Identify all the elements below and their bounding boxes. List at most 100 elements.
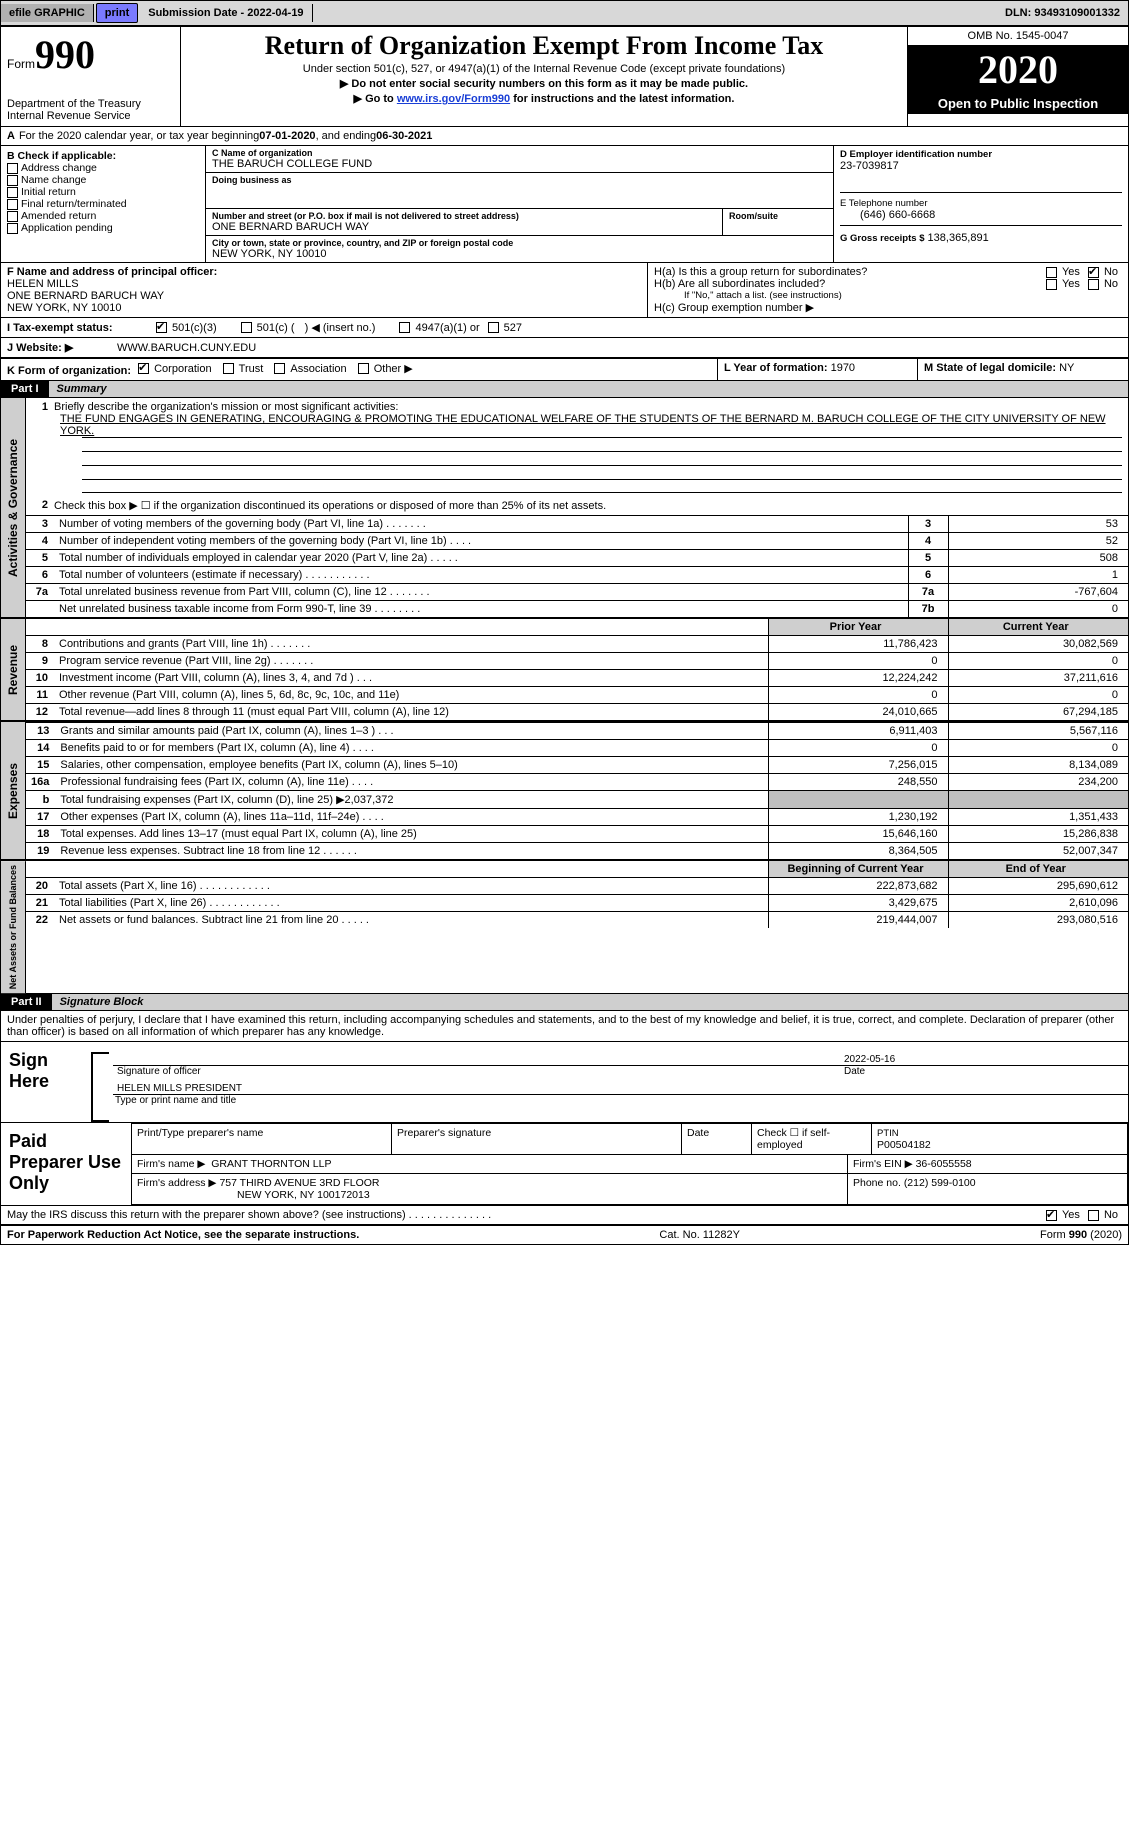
efile-label: efile GRAPHIC — [1, 4, 94, 22]
current-val: 8,134,089 — [948, 757, 1128, 774]
form-title: Return of Organization Exempt From Incom… — [187, 31, 901, 61]
current-val: 295,690,612 — [948, 878, 1128, 895]
q2-label: Check this box ▶ ☐ if the organization d… — [54, 499, 606, 512]
line-desc: Grants and similar amounts paid (Part IX… — [55, 723, 768, 740]
line-box: 6 — [908, 567, 948, 584]
line-desc: Contributions and grants (Part VIII, lin… — [54, 636, 768, 653]
prior-val: 1,230,192 — [768, 809, 948, 826]
cb-ha-yes[interactable] — [1046, 267, 1057, 278]
cb-501c[interactable] — [241, 322, 252, 333]
line-desc: Number of voting members of the governin… — [54, 516, 908, 533]
sign-date: 2022-05-16 — [844, 1054, 1124, 1065]
q1-label: Briefly describe the organization's miss… — [54, 401, 398, 413]
footer-left: For Paperwork Reduction Act Notice, see … — [7, 1229, 359, 1241]
tax-year: 2020 — [908, 46, 1128, 93]
line-num: 11 — [26, 687, 54, 704]
prior-val: 15,646,160 — [768, 826, 948, 843]
line-num: 14 — [26, 740, 55, 757]
h-c-label: H(c) Group exemption number ▶ — [654, 301, 1122, 314]
row-k: K Form of organization: Corporation Trus… — [1, 359, 718, 380]
line-box: 7a — [908, 584, 948, 601]
col-end: End of Year — [948, 861, 1128, 877]
line-num: 17 — [26, 809, 55, 826]
cb-corp[interactable] — [138, 363, 149, 374]
footer-mid: Cat. No. 11282Y — [659, 1229, 740, 1241]
current-val: 1,351,433 — [948, 809, 1128, 826]
cb-discuss-no[interactable] — [1088, 1210, 1099, 1221]
cb-address-change[interactable] — [7, 163, 18, 174]
h-b-note: If "No," attach a list. (see instruction… — [654, 290, 1122, 301]
cb-initial-return[interactable] — [7, 187, 18, 198]
cb-ha-no[interactable] — [1088, 267, 1099, 278]
current-val: 30,082,569 — [948, 636, 1128, 653]
cb-discuss-yes[interactable] — [1046, 1210, 1057, 1221]
prior-val: 248,550 — [768, 774, 948, 791]
line-desc: Total number of individuals employed in … — [54, 550, 908, 567]
omb-number: OMB No. 1545-0047 — [908, 27, 1128, 46]
cb-hb-no[interactable] — [1088, 279, 1099, 290]
perjury-declaration: Under penalties of perjury, I declare th… — [1, 1010, 1128, 1041]
prior-val — [768, 791, 948, 809]
line-desc: Total number of volunteers (estimate if … — [54, 567, 908, 584]
cb-app-pending[interactable] — [7, 223, 18, 234]
side-label-net: Net Assets or Fund Balances — [1, 861, 26, 993]
col-b-checkboxes: B Check if applicable: Address change Na… — [1, 146, 206, 262]
prior-val: 7,256,015 — [768, 757, 948, 774]
cb-4947[interactable] — [399, 322, 410, 333]
h-b-label: H(b) Are all subordinates included? — [654, 278, 1042, 290]
line-desc: Other revenue (Part VIII, column (A), li… — [54, 687, 768, 704]
dln: DLN: 93493109001332 — [997, 4, 1128, 22]
current-val: 0 — [948, 740, 1128, 757]
firm-addr1: 757 THIRD AVENUE 3RD FLOOR — [219, 1177, 379, 1189]
line-num: 6 — [26, 567, 54, 584]
line-num: 5 — [26, 550, 54, 567]
open-to-public: Open to Public Inspection — [908, 93, 1128, 114]
cb-other[interactable] — [358, 363, 369, 374]
line-val: -767,604 — [948, 584, 1128, 601]
subtitle-1: Under section 501(c), 527, or 4947(a)(1)… — [187, 63, 901, 75]
prep-date-lbl: Date — [682, 1124, 752, 1155]
col-begin: Beginning of Current Year — [768, 861, 948, 877]
side-label-governance: Activities & Governance — [1, 398, 26, 617]
cb-name-change[interactable] — [7, 175, 18, 186]
top-bar: efile GRAPHIC print Submission Date - 20… — [0, 0, 1129, 26]
part1-header: Part I — [1, 381, 49, 397]
line-num: b — [26, 791, 55, 809]
firm-name: GRANT THORNTON LLP — [211, 1158, 331, 1170]
cb-527[interactable] — [488, 322, 499, 333]
current-val: 234,200 — [948, 774, 1128, 791]
current-val: 52,007,347 — [948, 843, 1128, 860]
cb-assoc[interactable] — [274, 363, 285, 374]
side-label-expenses: Expenses — [1, 722, 26, 859]
line-desc: Investment income (Part VIII, column (A)… — [54, 670, 768, 687]
cb-amended[interactable] — [7, 211, 18, 222]
side-label-revenue: Revenue — [1, 619, 26, 720]
part2-title: Signature Block — [52, 994, 1128, 1010]
row-m: M State of legal domicile: NY — [918, 359, 1128, 380]
line-box: 7b — [908, 601, 948, 618]
row-j: J Website: ▶ WWW.BARUCH.CUNY.EDU — [1, 337, 1128, 357]
line-num: 16a — [26, 774, 55, 791]
line-num: 22 — [26, 912, 54, 929]
line-box: 3 — [908, 516, 948, 533]
irs-link[interactable]: www.irs.gov/Form990 — [397, 93, 510, 105]
sign-here-label: Sign Here — [1, 1042, 91, 1122]
prior-val: 0 — [768, 740, 948, 757]
line-val: 53 — [948, 516, 1128, 533]
col-f-officer: F Name and address of principal officer:… — [1, 263, 648, 317]
line-num — [26, 601, 54, 618]
cb-501c3[interactable] — [156, 322, 167, 333]
ein: 23-7039817 — [840, 160, 899, 172]
cb-final-return[interactable] — [7, 199, 18, 210]
cb-trust[interactable] — [223, 363, 234, 374]
firm-ein: 36-6055558 — [916, 1158, 972, 1170]
cb-hb-yes[interactable] — [1046, 279, 1057, 290]
prep-ptin: PTINP00504182 — [872, 1124, 1128, 1155]
part2-header: Part II — [1, 994, 52, 1010]
org-name: THE BARUCH COLLEGE FUND — [212, 158, 372, 170]
print-button[interactable]: print — [96, 3, 138, 23]
current-val: 293,080,516 — [948, 912, 1128, 929]
discuss-row: May the IRS discuss this return with the… — [1, 1205, 1128, 1224]
firm-phone: (212) 599-0100 — [904, 1177, 976, 1189]
line-desc: Total unrelated business revenue from Pa… — [54, 584, 908, 601]
